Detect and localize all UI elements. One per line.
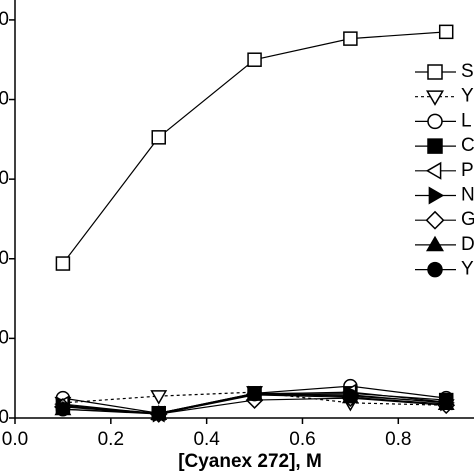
- marker: [343, 388, 358, 404]
- legend-marker: [425, 90, 445, 106]
- y-tick-label: 0: [0, 327, 9, 348]
- marker: [55, 401, 71, 417]
- legend-marker: [425, 210, 445, 230]
- y-tick-label: 0: [0, 168, 9, 189]
- x-tick-label: 0.0: [2, 429, 28, 450]
- legend-marker: [425, 235, 445, 252]
- legend-marker: [428, 186, 445, 205]
- marker: [438, 24, 454, 40]
- series-line: [62, 391, 447, 406]
- legend-label: Y: [461, 86, 474, 107]
- legend-label: C: [461, 135, 474, 156]
- x-tick-label: 0.4: [193, 429, 220, 450]
- x-tick-label: 0.8: [385, 429, 411, 450]
- x-tick-label: 0.2: [98, 429, 124, 450]
- y-tick-label: 0: [0, 248, 9, 269]
- legend-marker: [427, 138, 443, 154]
- marker: [151, 130, 166, 145]
- legend-label: G: [461, 209, 474, 230]
- y-tick-label: 0: [0, 89, 9, 110]
- legend-label: Y: [461, 259, 474, 280]
- legend-marker: [427, 64, 443, 80]
- x-axis-label: [Cyanex 272], M: [178, 451, 322, 472]
- legend-label: N: [461, 185, 474, 206]
- legend-marker: [425, 161, 442, 180]
- legend-label: S: [461, 61, 474, 82]
- legend-label: D: [461, 234, 474, 255]
- legend-marker: [427, 261, 443, 278]
- legend-label: P: [461, 160, 474, 181]
- legend-label: L: [461, 110, 472, 131]
- marker: [55, 256, 71, 271]
- marker: [150, 390, 168, 405]
- legend-marker: [427, 113, 443, 130]
- marker: [438, 394, 454, 410]
- marker: [247, 386, 262, 402]
- marker: [247, 52, 262, 67]
- y-tick-label: 0: [0, 407, 9, 428]
- marker: [343, 31, 358, 46]
- y-tick-label: 0: [0, 9, 9, 30]
- x-tick-label: 0.6: [289, 429, 315, 450]
- marker: [151, 405, 166, 421]
